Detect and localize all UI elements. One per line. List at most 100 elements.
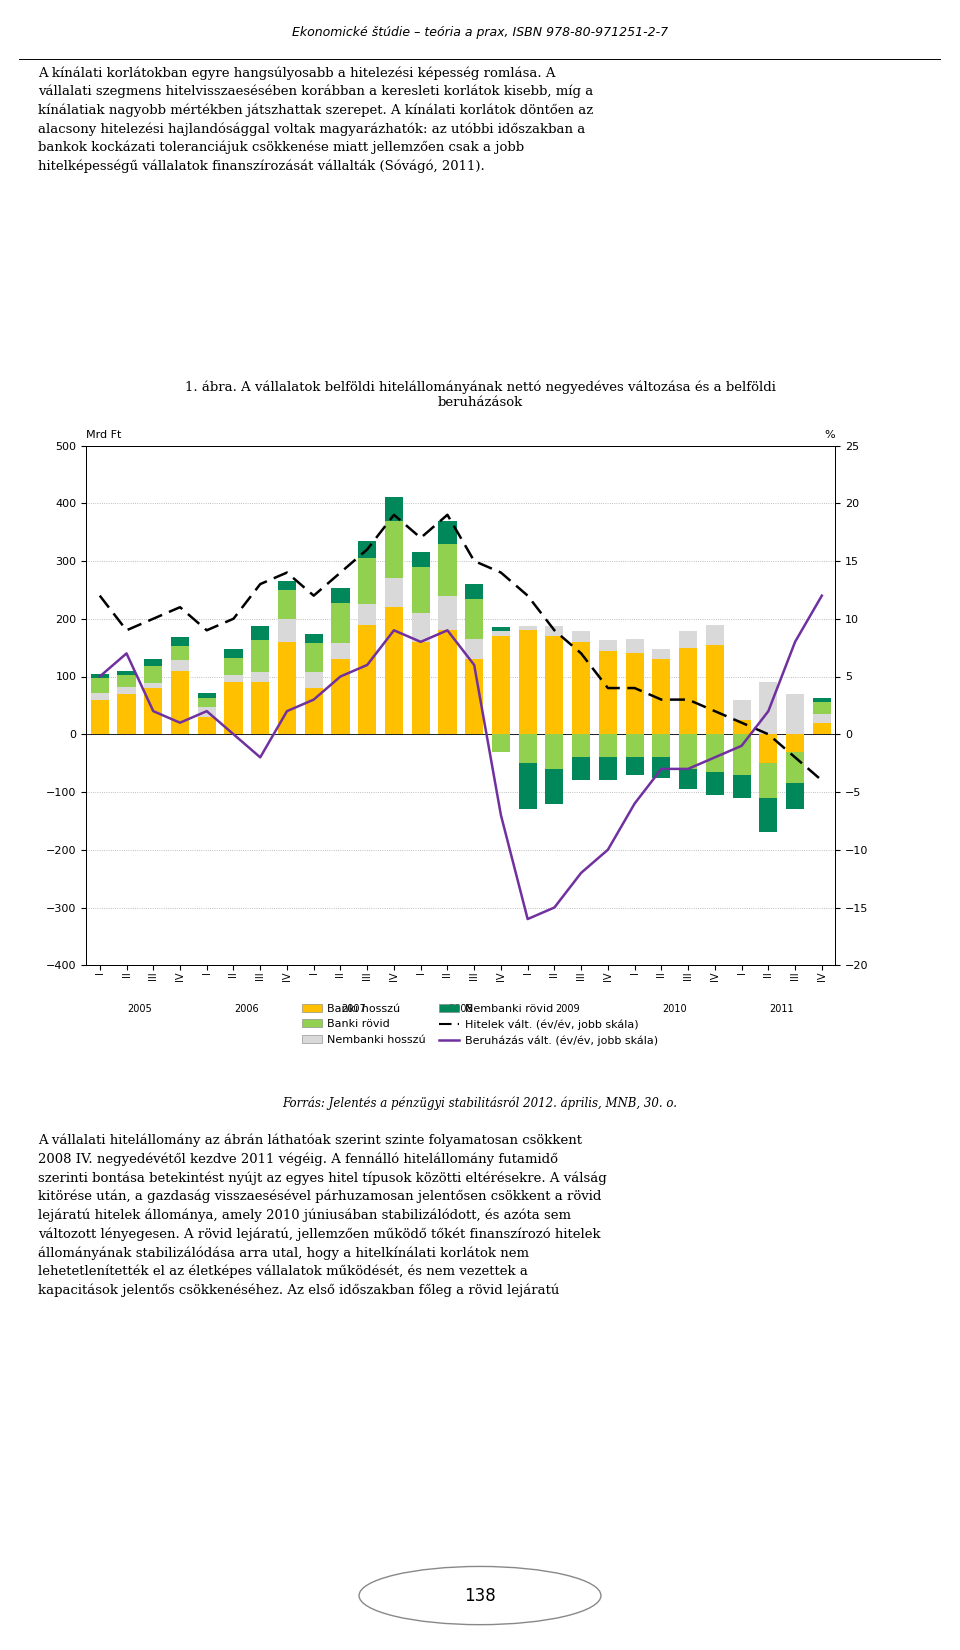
Bar [358,625,376,734]
Text: 2007: 2007 [342,1005,366,1015]
Bar [679,734,697,769]
Hitelek vált. (év/év, jobb skála) [281,563,293,582]
Beruházás vált. (év/év, jobb skála) [816,586,828,606]
Bar [439,630,457,734]
Bar [171,645,189,660]
Bar [252,683,270,734]
Bar [358,541,376,558]
Bar [572,642,590,734]
Bar [786,752,804,784]
Bar [412,566,430,612]
Bar [252,640,270,672]
Hitelek vált. (év/év, jobb skála) [468,551,480,571]
Bar [331,587,349,602]
Text: A kínálati korlátokban egyre hangsúlyosabb a hitelezési képesség romlása. A
váll: A kínálati korlátokban egyre hangsúlyosa… [38,66,593,173]
Hitelek vált. (év/év, jobb skála) [228,609,239,629]
Bar [572,757,590,780]
Bar [465,639,483,658]
Beruházás vált. (év/év, jobb skála) [468,655,480,675]
Hitelek vált. (év/év, jobb skála) [656,690,667,710]
Hitelek vált. (év/év, jobb skála) [629,678,640,698]
Hitelek vált. (év/év, jobb skála) [388,505,399,525]
Bar [599,757,617,780]
Hitelek vált. (év/év, jobb skála) [121,620,132,640]
Text: 2009: 2009 [556,1005,580,1015]
Bar [439,544,457,596]
Beruházás vált. (év/év, jobb skála) [254,747,266,767]
Bar [117,670,135,675]
Bar [304,634,323,644]
Hitelek vált. (év/év, jobb skála) [816,771,828,790]
Hitelek vált. (év/év, jobb skála) [789,747,801,767]
Bar [518,762,537,810]
Bar [304,688,323,734]
Bar [813,698,831,703]
Beruházás vált. (év/év, jobb skála) [575,863,587,883]
Bar [545,769,564,804]
Bar [144,667,162,683]
Beruházás vált. (év/év, jobb skála) [175,713,186,733]
Bar [679,632,697,647]
Bar [599,650,617,734]
Hitelek vált. (év/év, jobb skála) [602,678,613,698]
Bar [198,693,216,698]
Legend: Banki hosszú, Banki rövid, Nembanki hosszú, Nembanki rövid, Hitelek vált. (év/év: Banki hosszú, Banki rövid, Nembanki hoss… [301,1003,659,1046]
Beruházás vált. (év/év, jobb skála) [709,747,721,767]
Beruházás vált. (év/év, jobb skála) [415,632,426,652]
Bar [706,645,724,734]
Beruházás vált. (év/év, jobb skála) [94,667,106,686]
Bar [198,706,216,716]
Beruházás vált. (év/év, jobb skála) [388,620,399,640]
Text: 2005: 2005 [128,1005,153,1015]
Bar [545,734,564,769]
Hitelek vált. (év/év, jobb skála) [549,620,561,640]
Bar [198,698,216,706]
Bar [518,734,537,762]
Bar [465,599,483,639]
Bar [90,673,108,678]
Bar [518,630,537,734]
Beruházás vált. (év/év, jobb skála) [549,898,561,917]
Text: A vállalati hitelállomány az ábrán láthatóak szerint szinte folyamatosan csökken: A vállalati hitelállomány az ábrán látha… [38,1134,607,1297]
Bar [786,734,804,752]
Bar [545,637,564,734]
Hitelek vált. (év/év, jobb skála) [308,586,320,606]
Text: Ekonomické štúdie – teória a prax, ISBN 978-80-971251-2-7: Ekonomické štúdie – teória a prax, ISBN … [292,26,668,38]
Bar [385,521,403,579]
Bar [304,672,323,688]
Hitelek vált. (év/év, jobb skála) [735,713,747,733]
Bar [412,612,430,642]
Bar [813,723,831,734]
Bar [492,637,510,734]
Beruházás vált. (év/év, jobb skála) [789,632,801,652]
Bar [759,799,778,832]
Hitelek vált. (év/év, jobb skála) [94,586,106,606]
Bar [358,558,376,604]
Bar [358,604,376,625]
Beruházás vált. (év/év, jobb skála) [683,759,694,779]
Bar [465,658,483,734]
Bar [385,498,403,521]
Bar [225,683,243,734]
Hitelek vált. (év/év, jobb skála) [201,620,212,640]
Text: %: % [825,431,835,441]
Bar [786,784,804,808]
Bar [759,762,778,799]
Bar [492,632,510,637]
Bar [626,734,644,757]
Text: Forrás: Jelentés a pénzügyi stabilitásról 2012. április, MNB, 30. o.: Forrás: Jelentés a pénzügyi stabilitásró… [282,1096,678,1110]
Bar [706,734,724,772]
Text: Mrd Ft: Mrd Ft [86,431,122,441]
Hitelek vált. (év/év, jobb skála) [335,563,347,582]
Hitelek vált. (év/év, jobb skála) [175,597,186,617]
Bar [465,584,483,599]
Hitelek vált. (év/év, jobb skála) [148,609,159,629]
Beruházás vált. (év/év, jobb skála) [308,690,320,710]
Bar [252,672,270,683]
Bar [679,647,697,734]
Bar [732,774,751,799]
Bar [439,521,457,544]
Bar [626,757,644,776]
Beruházás vált. (év/év, jobb skála) [335,667,347,686]
Line: Hitelek vált. (év/év, jobb skála): Hitelek vált. (év/év, jobb skála) [100,515,822,780]
